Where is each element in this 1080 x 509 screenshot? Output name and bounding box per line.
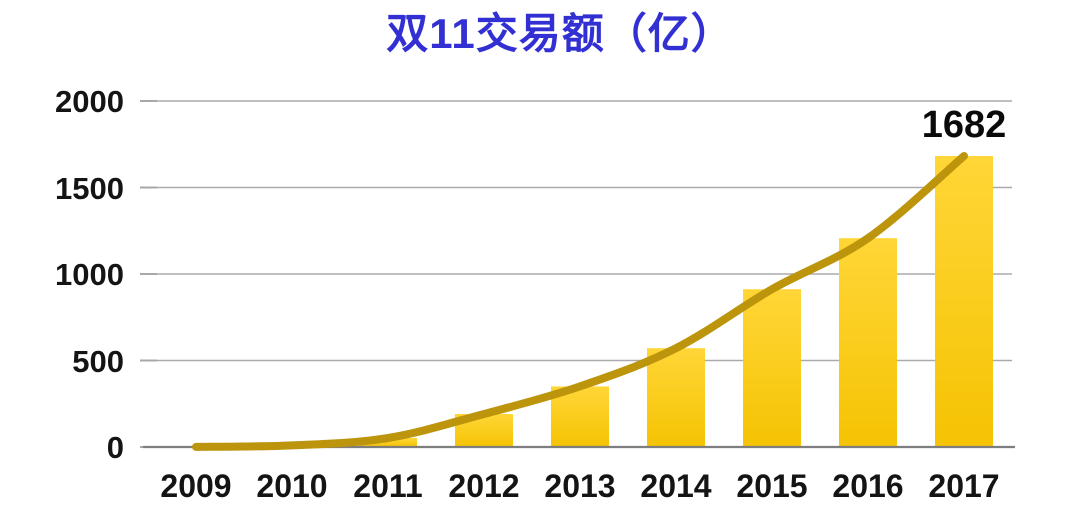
x-axis-label-2017: 2017 (928, 468, 1000, 504)
bar-2014 (647, 348, 705, 447)
bar-2015 (743, 289, 801, 447)
y-axis-label-2000: 2000 (55, 84, 124, 119)
x-axis-label-2011: 2011 (353, 468, 423, 504)
x-axis-label-2010: 2010 (256, 468, 328, 504)
y-axis-label-1000: 1000 (55, 257, 124, 292)
data-label-2017: 1682 (921, 104, 1007, 146)
bar-2011 (359, 438, 417, 447)
trend-line (192, 152, 968, 451)
chart-title: 双11交易额（亿） (386, 10, 734, 57)
x-axis-label-2016: 2016 (832, 468, 904, 504)
bar-2017 (935, 156, 993, 447)
x-axis-label-2012: 2012 (448, 468, 520, 504)
x-axis-label-2013: 2013 (544, 468, 616, 504)
y-axis-label-500: 500 (72, 343, 124, 379)
bar-2016 (839, 238, 897, 447)
y-axis-label-0: 0 (106, 430, 124, 465)
x-axis-label-2009: 2009 (160, 468, 232, 504)
x-axis-label-2015: 2015 (736, 468, 808, 504)
x-axis-label-2014: 2014 (640, 468, 712, 504)
y-axis-label-1500: 1500 (55, 170, 124, 206)
